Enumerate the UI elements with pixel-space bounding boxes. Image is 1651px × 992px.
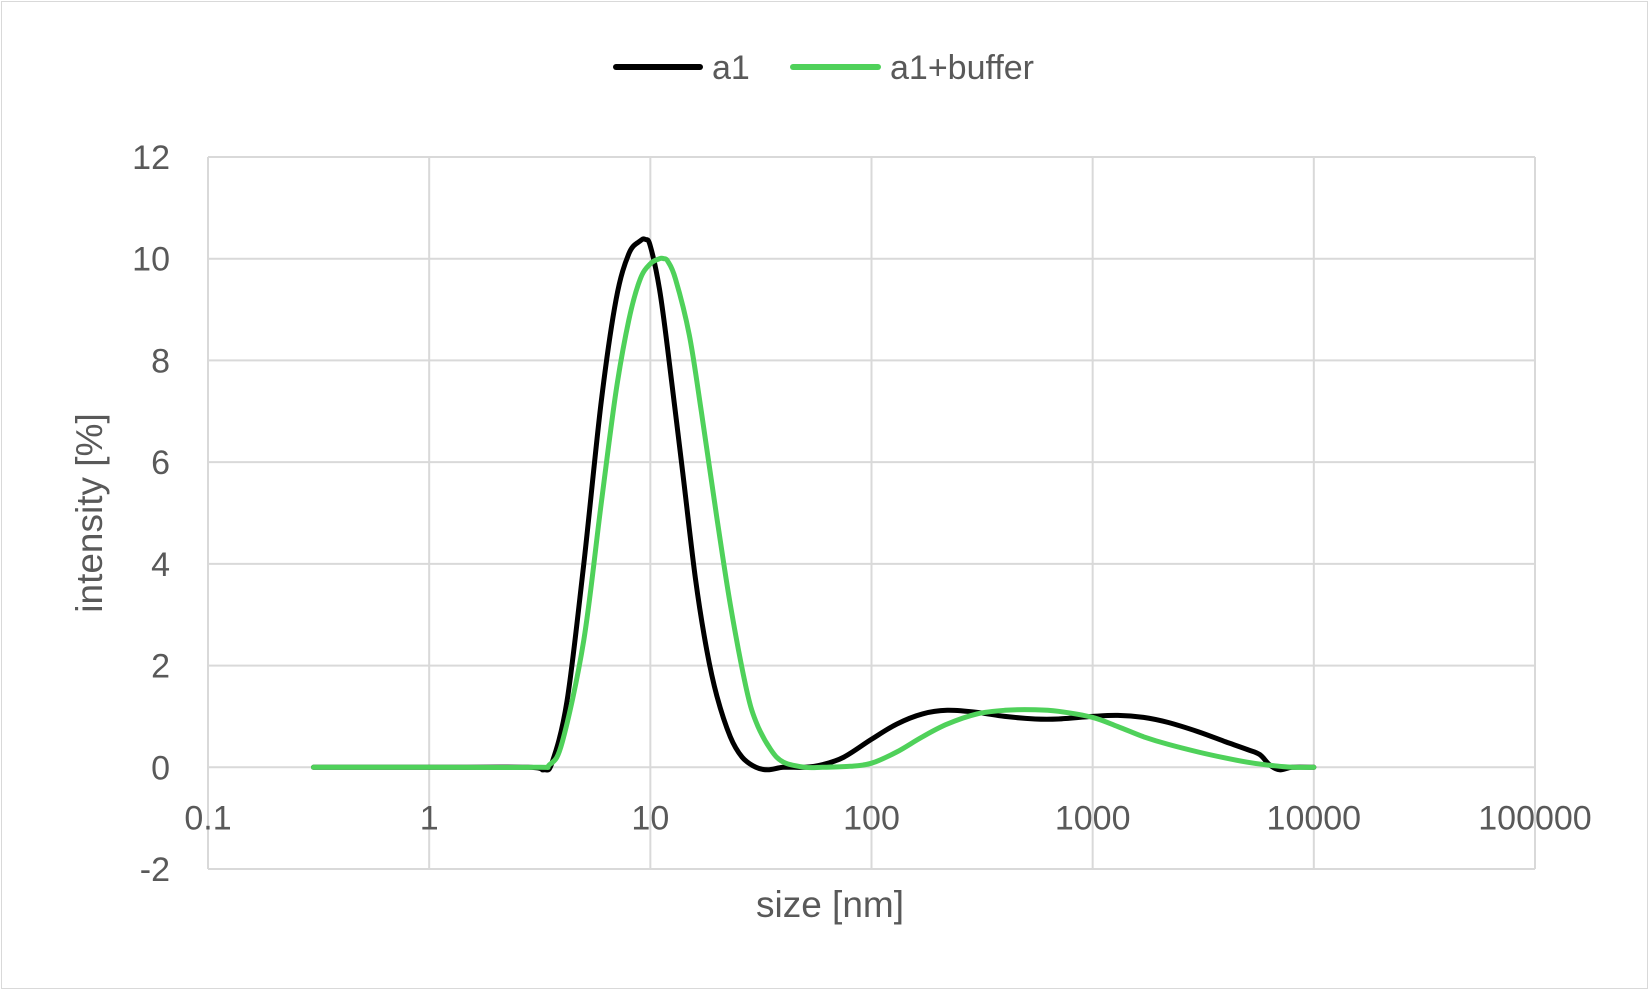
x-tick-labels: 0.1 1 10 100 1000 10000 100000: [184, 799, 1591, 837]
y-tick-label: 8: [151, 342, 170, 380]
x-tick-label: 1000: [1055, 799, 1131, 837]
y-tick-label: 12: [132, 139, 170, 177]
legend: a1 a1+buffer: [613, 49, 1034, 87]
legend-label: a1: [712, 49, 750, 87]
x-tick-label: 10000: [1267, 799, 1362, 837]
x-axis-title: size [nm]: [756, 884, 904, 925]
y-tick-label: 6: [151, 444, 170, 482]
y-tick-label: 4: [151, 546, 170, 584]
y-tick-label: 0: [151, 749, 170, 787]
y-tick-label: -2: [140, 851, 170, 889]
series-line-a1-buffer: [311, 255, 1317, 771]
legend-label: a1+buffer: [890, 49, 1034, 87]
series-line-a1: [311, 236, 1317, 773]
x-tick-label: 0.1: [184, 799, 231, 837]
y-axis-title: intensity [%]: [69, 413, 110, 612]
y-tick-label: 10: [132, 241, 170, 279]
grid-lines: [207, 156, 1536, 870]
x-tick-label: 10: [631, 799, 669, 837]
x-tick-label: 100000: [1478, 799, 1591, 837]
y-tick-labels: -2 0 2 4 6 8 10 12: [132, 139, 170, 889]
x-tick-label: 100: [843, 799, 900, 837]
series-lines: [311, 236, 1317, 773]
x-tick-label: 1: [420, 799, 439, 837]
y-tick-label: 2: [151, 648, 170, 686]
